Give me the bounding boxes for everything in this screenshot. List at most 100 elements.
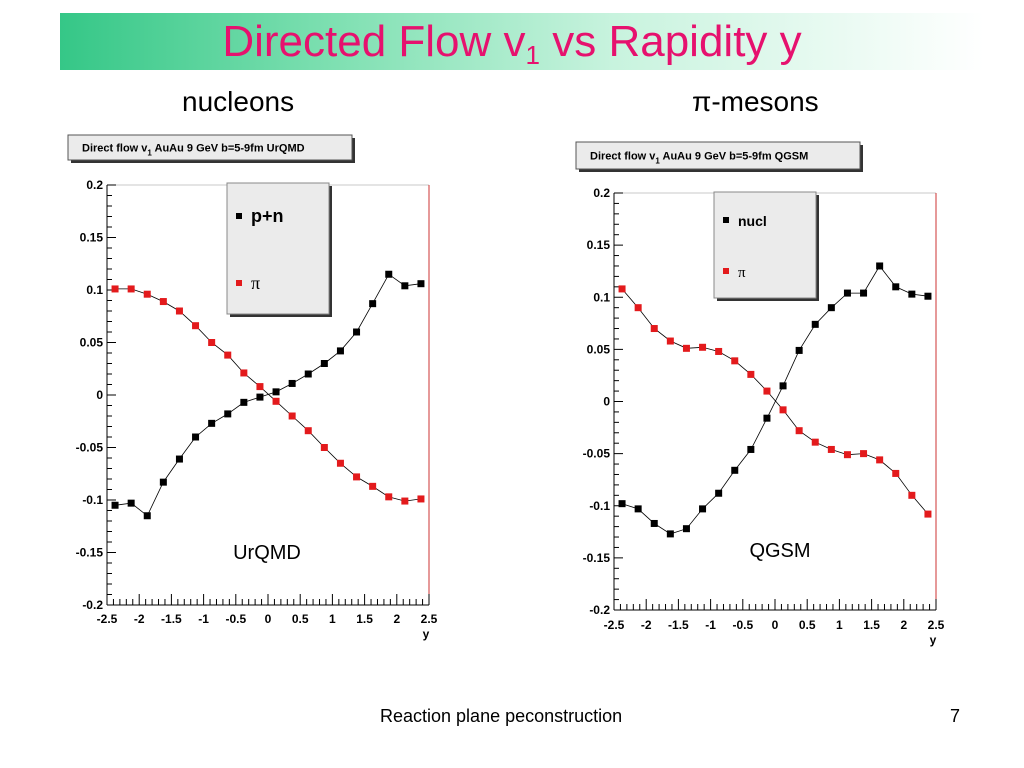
qgsm-series-0-point (634, 505, 642, 513)
qgsm-series-0-point (682, 525, 690, 533)
urqmd-y-tick-label: -0.1 (82, 493, 103, 507)
qgsm-series-1-point (731, 357, 739, 365)
urqmd-y-tick-label: 0.15 (80, 231, 104, 245)
urqmd-x-tick-label: -1 (198, 612, 209, 626)
urqmd-series-0-point (111, 501, 119, 509)
qgsm-series-1-point (779, 406, 787, 414)
qgsm-series-1-point (827, 445, 835, 453)
urqmd-x-tick-label: 2.5 (421, 612, 438, 626)
qgsm-y-tick-label: 0.2 (593, 186, 610, 200)
qgsm-x-tick-label: -1.5 (668, 618, 689, 632)
urqmd-series-0-point (192, 433, 200, 441)
qgsm-x-tick-label: 0 (772, 618, 779, 632)
urqmd-series-1-line (115, 288, 421, 502)
qgsm-x-tick-label: -2 (641, 618, 652, 632)
urqmd-title-box (67, 134, 353, 161)
qgsm-series-1-point (682, 344, 690, 352)
qgsm-y-tick-label: 0.1 (593, 290, 610, 304)
footer-text: Reaction plane peconstruction (380, 706, 623, 726)
title-main: Directed Flow v (222, 17, 526, 66)
qgsm-legend-marker-0 (723, 217, 729, 223)
qgsm-series-1-point (618, 285, 626, 293)
urqmd-x-tick-label: -2.5 (97, 612, 118, 626)
urqmd-x-tick-label: 0 (265, 612, 272, 626)
qgsm-x-axis-label: y (930, 633, 937, 647)
urqmd-series-0-point (175, 455, 183, 463)
qgsm-legend-label-1: π (738, 265, 746, 281)
qgsm-series-1-point (795, 427, 803, 435)
urqmd-y-tick-label: -0.15 (76, 546, 104, 560)
urqmd-series-0-point (288, 379, 296, 387)
urqmd-legend-label-1: π (251, 273, 260, 293)
qgsm-series-0-point (860, 289, 868, 297)
urqmd-x-axis-label: y (423, 627, 430, 641)
urqmd-chart-title: Direct flow v1 AuAu 9 GeV b=5-9fm UrQMD (82, 143, 305, 158)
qgsm-title-box (575, 141, 861, 170)
urqmd-series-0-point (353, 328, 361, 336)
urqmd-series-0-point (159, 478, 167, 486)
qgsm-series-0-point (908, 290, 916, 298)
qgsm-series-0-point (795, 346, 803, 354)
qgsm-x-tick-label: -1 (705, 618, 716, 632)
qgsm-series-0-point (876, 262, 884, 270)
urqmd-series-1-point (272, 397, 280, 405)
title-banner (60, 13, 984, 70)
urqmd-series-0-point (240, 398, 248, 406)
qgsm-series-0-point (650, 519, 658, 527)
slide-number: 7 (950, 706, 961, 726)
qgsm-x-tick-label: 2 (900, 618, 907, 632)
urqmd-series-1-point (353, 473, 361, 481)
urqmd-series-0-point (272, 388, 280, 396)
urqmd-series-0-point (369, 300, 377, 308)
qgsm-series-0-point (699, 505, 707, 513)
qgsm-x-tick-label: 2.5 (928, 618, 945, 632)
qgsm-title-shadow (579, 145, 863, 172)
urqmd-series-0-point (320, 360, 328, 367)
urqmd-x-tick-label: 1 (329, 612, 336, 626)
urqmd-legend-marker-1 (236, 280, 242, 286)
urqmd-series-1-point (336, 459, 344, 467)
qgsm-series-1-point (811, 438, 819, 446)
urqmd-model-annotation: UrQMD (233, 542, 301, 564)
qgsm-x-tick-label: 1.5 (863, 618, 880, 632)
urqmd-series-1-point (417, 495, 425, 503)
qgsm-model-annotation: QGSM (749, 540, 810, 562)
qgsm-series-0-point (827, 304, 835, 312)
qgsm-series-1-point (876, 456, 884, 464)
urqmd-series-1-point (256, 383, 264, 391)
urqmd-series-1-point (143, 290, 151, 298)
qgsm-chart-title: Direct flow v1 AuAu 9 GeV b=5-9fm QGSM (590, 151, 808, 166)
urqmd-x-tick-label: 1.5 (356, 612, 373, 626)
urqmd-series-0-point (224, 410, 232, 418)
urqmd-series-1-point (127, 285, 135, 293)
qgsm-legend-box (713, 191, 817, 299)
urqmd-y-tick-label: -0.05 (76, 441, 104, 455)
urqmd-x-tick-label: 0.5 (292, 612, 309, 626)
urqmd-series-0-line (114, 273, 421, 517)
urqmd-x-tick-label: -0.5 (225, 612, 246, 626)
urqmd-series-1-point (159, 298, 167, 306)
qgsm-series-1-point (763, 387, 771, 395)
urqmd-legend-shadow (230, 186, 332, 317)
qgsm-series-0-point (731, 466, 739, 474)
qgsm-series-1-point (892, 469, 900, 477)
urqmd-series-1-point (240, 369, 248, 377)
qgsm-series-0-point (811, 320, 819, 328)
qgsm-series-1-point (634, 304, 642, 312)
qgsm-y-tick-label: -0.15 (583, 551, 611, 565)
qgsm-series-0-point (779, 382, 787, 390)
qgsm-series-1-point (699, 343, 707, 351)
qgsm-series-0-point (618, 500, 626, 508)
urqmd-series-1-point (288, 412, 296, 420)
slide-title: Directed Flow v1 vs Rapidity y (0, 14, 1024, 70)
title-end: vs Rapidity y (540, 17, 802, 66)
qgsm-series-0-line (621, 265, 929, 535)
urqmd-series-0-point (143, 512, 151, 520)
qgsm-y-tick-label: -0.1 (589, 499, 610, 513)
urqmd-y-tick-label: -0.2 (82, 598, 103, 612)
urqmd-y-tick-label: 0.2 (86, 178, 103, 192)
qgsm-y-tick-label: -0.2 (589, 603, 610, 617)
urqmd-series-0-point (336, 347, 344, 355)
